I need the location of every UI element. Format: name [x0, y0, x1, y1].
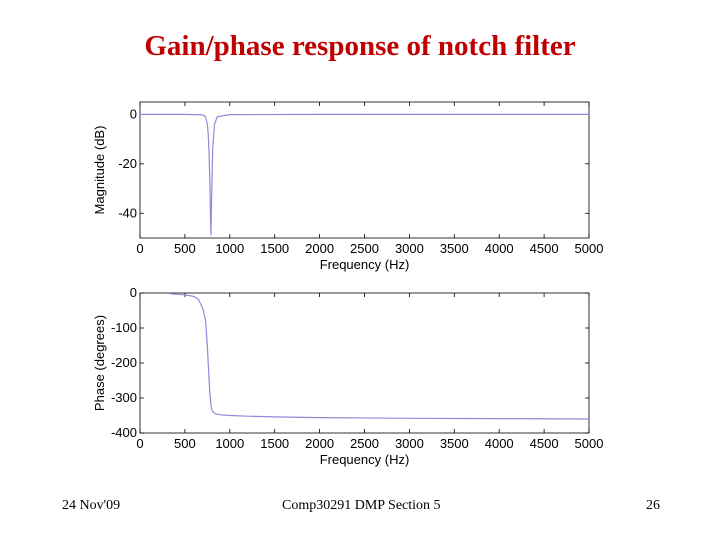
x-tick-label: 4500 — [530, 436, 559, 451]
x-tick-label: 1500 — [260, 436, 289, 451]
x-tick-label: 3000 — [395, 436, 424, 451]
series-line — [140, 113, 589, 236]
x-tick-label: 5000 — [575, 436, 604, 451]
x-tick-label: 3000 — [395, 241, 424, 256]
x-axis-label: Frequency (Hz) — [320, 257, 410, 272]
magnitude-plot: 0 500 1000 1500 2000 2500 3000 3500 4000 4500 5000… — [92, 101, 604, 272]
y-tick-label: -400 — [111, 425, 137, 440]
footer-page-number: 26 — [646, 498, 660, 513]
x-tick-label: 1500 — [260, 241, 289, 256]
x-tick-label: 5000 — [575, 241, 604, 256]
x-tick-label: 1000 — [215, 241, 244, 256]
y-tick-label: -40 — [118, 205, 137, 220]
x-tick-label: 4000 — [485, 436, 514, 451]
y-axis-label: Phase (degrees) — [92, 315, 107, 411]
x-tick-label: 2000 — [305, 436, 334, 451]
x-tick-label: 500 — [174, 436, 196, 451]
footer-date: 24 Nov'09 — [62, 498, 121, 513]
y-axis-label: Magnitude (dB) — [92, 126, 107, 215]
x-tick-label: 4500 — [530, 241, 559, 256]
slide-title: Gain/phase response of notch filter — [144, 30, 576, 62]
y-tick-label: 0 — [130, 106, 137, 121]
footer-course: Comp30291 DMP Section 5 — [282, 498, 441, 513]
x-tick-label: 2500 — [350, 436, 379, 451]
y-tick-label: -20 — [118, 156, 137, 171]
phase-plot: 0 500 1000 1500 2000 2500 3000 3500 4000 4500 5000… — [92, 285, 603, 467]
x-tick-label: 4000 — [485, 241, 514, 256]
y-tick-label: -200 — [111, 355, 137, 370]
axes-box — [139, 292, 590, 434]
x-tick-label: 1000 — [215, 436, 244, 451]
y-tick-label: -100 — [111, 320, 137, 335]
series-line — [169, 293, 590, 420]
x-axis-label: Frequency (Hz) — [320, 452, 410, 467]
x-tick-label: 2000 — [305, 241, 334, 256]
y-tick-label: -300 — [111, 390, 137, 405]
x-tick-label: 3500 — [440, 241, 469, 256]
x-tick-label: 3500 — [440, 436, 469, 451]
x-tick-label: 0 — [136, 241, 143, 256]
x-tick-label: 2500 — [350, 241, 379, 256]
x-tick-label: 0 — [136, 436, 143, 451]
x-tick-label: 500 — [174, 241, 196, 256]
y-tick-label: 0 — [130, 285, 137, 300]
